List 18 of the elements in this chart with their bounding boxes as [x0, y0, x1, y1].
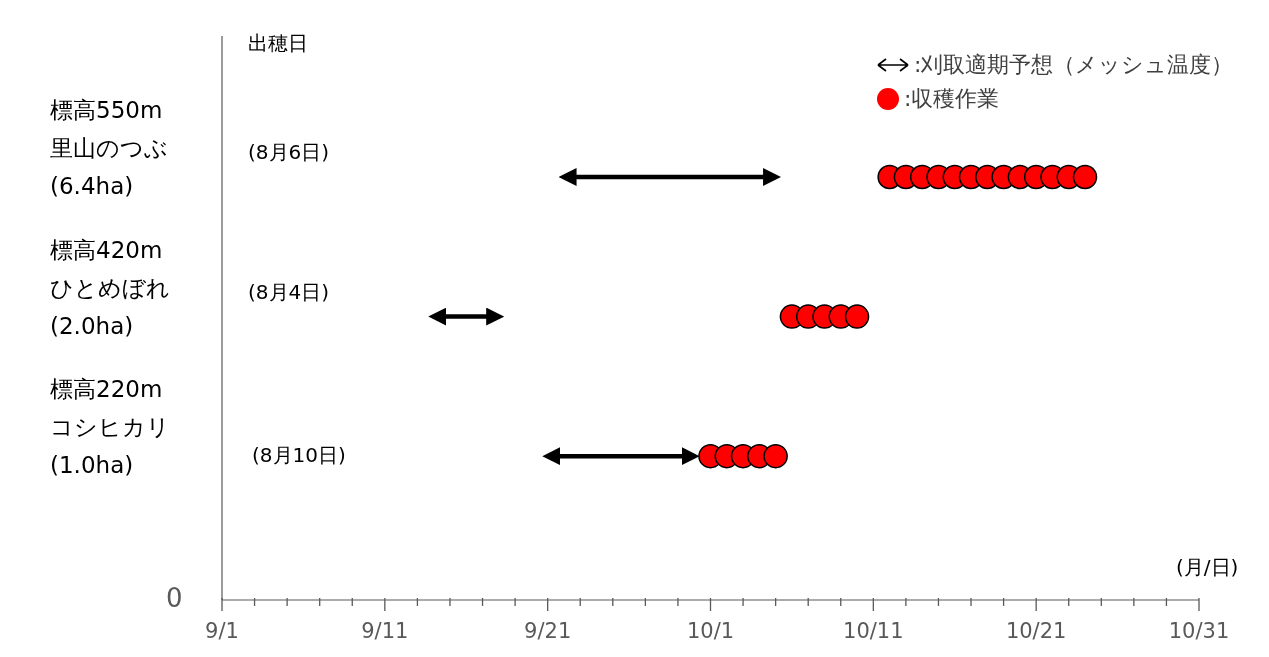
text: 0	[166, 583, 183, 613]
x-tick-label: 9/1	[205, 619, 239, 643]
text: 標高220m コシヒカリ (1.0ha)	[50, 375, 170, 481]
text: 出穂日	[248, 30, 308, 57]
legend-label: :収穫作業	[904, 85, 1000, 113]
text: 標高420m ひとめぼれ (2.0ha)	[50, 235, 170, 341]
x-tick-label: 10/31	[1168, 619, 1230, 643]
x-tick-label: 9/21	[524, 619, 572, 643]
legend-label: :刈取適期予想（メッシュ温度）	[914, 51, 1234, 79]
annotation: (8月10日)	[252, 442, 346, 470]
x-tick-label: 10/11	[843, 619, 904, 643]
text: (8月6日)	[248, 139, 330, 166]
text: 標高550m 里山のつぶ (6.4ha)	[50, 96, 168, 201]
x-axis-title: (月/日)	[1176, 554, 1239, 581]
x-tick-label: 9/11	[361, 619, 409, 643]
x-tick-label: 10/1	[686, 619, 735, 643]
x-tick-label: 10/21	[1005, 619, 1067, 643]
annotation: (8月4日)	[248, 278, 330, 306]
